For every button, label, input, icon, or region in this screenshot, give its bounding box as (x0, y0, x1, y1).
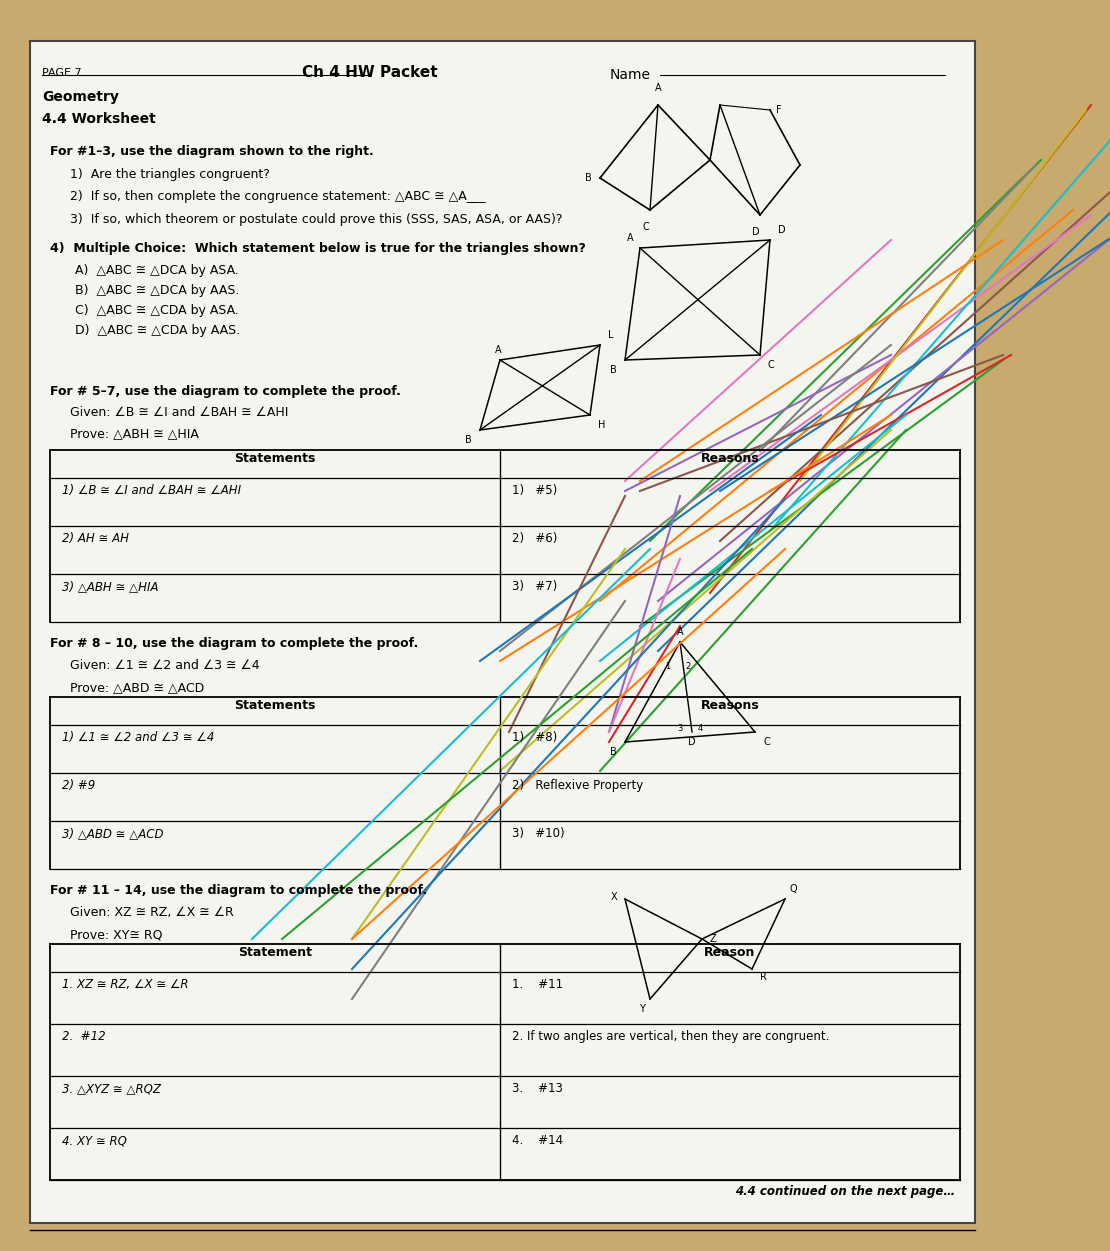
Text: Prove: XY≅ RQ: Prove: XY≅ RQ (70, 928, 162, 941)
Text: A: A (627, 233, 634, 243)
Text: Statements: Statements (234, 699, 315, 712)
Text: Ch 4 HW Packet: Ch 4 HW Packet (302, 65, 437, 80)
Text: B: B (610, 365, 617, 375)
Text: A: A (495, 345, 502, 355)
Text: Given: ∠B ≅ ∠I and ∠BAH ≅ ∠AHI: Given: ∠B ≅ ∠I and ∠BAH ≅ ∠AHI (70, 407, 289, 419)
Text: A: A (677, 627, 684, 637)
Text: 1) ∠B ≅ ∠I and ∠BAH ≅ ∠AHI: 1) ∠B ≅ ∠I and ∠BAH ≅ ∠AHI (62, 484, 241, 497)
Text: 4.4 continued on the next page…: 4.4 continued on the next page… (735, 1185, 955, 1198)
Text: H: H (598, 420, 605, 430)
Text: 2) AH ≅ AH: 2) AH ≅ AH (62, 532, 129, 545)
Text: 3. △XYZ ≅ △RQZ: 3. △XYZ ≅ △RQZ (62, 1082, 161, 1095)
Text: B)  △ABC ≅ △DCA by AAS.: B) △ABC ≅ △DCA by AAS. (75, 284, 240, 296)
Text: C: C (763, 737, 769, 747)
Text: 1. XZ ≅ RZ, ∠X ≅ ∠R: 1. XZ ≅ RZ, ∠X ≅ ∠R (62, 978, 189, 991)
Text: A)  △ABC ≅ △DCA by ASA.: A) △ABC ≅ △DCA by ASA. (75, 264, 239, 276)
Text: For # 11 – 14, use the diagram to complete the proof.: For # 11 – 14, use the diagram to comple… (50, 884, 427, 897)
Text: 2: 2 (685, 662, 690, 671)
Text: 2.  #12: 2. #12 (62, 1030, 105, 1043)
Text: Statements: Statements (234, 452, 315, 465)
Text: Y: Y (639, 1005, 645, 1015)
Text: Prove: △ABD ≅ △ACD: Prove: △ABD ≅ △ACD (70, 681, 204, 694)
Text: B: B (585, 173, 592, 183)
Text: 3) △ABH ≅ △HIA: 3) △ABH ≅ △HIA (62, 580, 159, 593)
Text: PAGE 7: PAGE 7 (42, 68, 82, 78)
Text: R: R (760, 972, 767, 982)
Text: Reasons: Reasons (700, 699, 759, 712)
Text: D)  △ABC ≅ △CDA by AAS.: D) △ABC ≅ △CDA by AAS. (75, 324, 240, 337)
Text: D: D (753, 226, 760, 236)
Text: 3)  If so, which theorem or postulate could prove this (SSS, SAS, ASA, or AAS)?: 3) If so, which theorem or postulate cou… (70, 213, 563, 226)
Text: 1)   #5): 1) #5) (512, 484, 557, 497)
Text: A: A (655, 83, 662, 93)
Text: 4. XY ≅ RQ: 4. XY ≅ RQ (62, 1133, 127, 1147)
Text: 3: 3 (677, 724, 683, 733)
Text: For #1–3, use the diagram shown to the right.: For #1–3, use the diagram shown to the r… (50, 145, 374, 158)
Text: For # 8 – 10, use the diagram to complete the proof.: For # 8 – 10, use the diagram to complet… (50, 637, 418, 651)
Text: 1) ∠1 ≅ ∠2 and ∠3 ≅ ∠4: 1) ∠1 ≅ ∠2 and ∠3 ≅ ∠4 (62, 731, 214, 744)
Text: Geometry: Geometry (42, 90, 119, 104)
Text: 1)   #8): 1) #8) (512, 731, 557, 744)
Text: L: L (608, 330, 614, 340)
Text: 2. If two angles are vertical, then they are congruent.: 2. If two angles are vertical, then they… (512, 1030, 829, 1043)
Text: B: B (610, 747, 617, 757)
Text: Prove: △ABH ≅ △HIA: Prove: △ABH ≅ △HIA (70, 427, 199, 440)
Text: F: F (776, 105, 781, 115)
Text: Reasons: Reasons (700, 452, 759, 465)
Text: Statement: Statement (238, 946, 312, 960)
Text: Z: Z (710, 934, 717, 945)
Text: 4.4 Worksheet: 4.4 Worksheet (42, 113, 155, 126)
Text: 3)   #7): 3) #7) (512, 580, 557, 593)
Text: C)  △ABC ≅ △CDA by ASA.: C) △ABC ≅ △CDA by ASA. (75, 304, 239, 317)
Text: 3) △ABD ≅ △ACD: 3) △ABD ≅ △ACD (62, 827, 163, 839)
Text: 1: 1 (665, 662, 670, 671)
Text: For # 5–7, use the diagram to complete the proof.: For # 5–7, use the diagram to complete t… (50, 385, 401, 398)
Text: 1)  Are the triangles congruent?: 1) Are the triangles congruent? (70, 168, 270, 181)
Text: Given: XZ ≅ RZ, ∠X ≅ ∠R: Given: XZ ≅ RZ, ∠X ≅ ∠R (70, 906, 234, 919)
Text: 2) #9: 2) #9 (62, 779, 95, 792)
Text: 4.    #14: 4. #14 (512, 1133, 563, 1147)
Text: D: D (778, 225, 786, 235)
Text: Reason: Reason (705, 946, 756, 960)
Text: Name: Name (610, 68, 650, 83)
Text: 3)   #10): 3) #10) (512, 827, 565, 839)
Text: 2)   #6): 2) #6) (512, 532, 557, 545)
Text: 2)   Reflexive Property: 2) Reflexive Property (512, 779, 644, 792)
Text: Q: Q (790, 884, 798, 894)
FancyBboxPatch shape (30, 41, 975, 1223)
Text: 1.    #11: 1. #11 (512, 978, 563, 991)
Text: 2)  If so, then complete the congruence statement: △ABC ≅ △A___: 2) If so, then complete the congruence s… (70, 190, 485, 203)
Text: 4)  Multiple Choice:  Which statement below is true for the triangles shown?: 4) Multiple Choice: Which statement belo… (50, 241, 586, 255)
Text: B: B (465, 435, 472, 445)
Text: C: C (643, 221, 649, 231)
Text: 3.    #13: 3. #13 (512, 1082, 563, 1095)
Text: C: C (768, 360, 775, 370)
Text: 4: 4 (697, 724, 703, 733)
Text: Given: ∠1 ≅ ∠2 and ∠3 ≅ ∠4: Given: ∠1 ≅ ∠2 and ∠3 ≅ ∠4 (70, 659, 260, 672)
Text: D: D (688, 737, 696, 747)
Text: X: X (610, 892, 617, 902)
